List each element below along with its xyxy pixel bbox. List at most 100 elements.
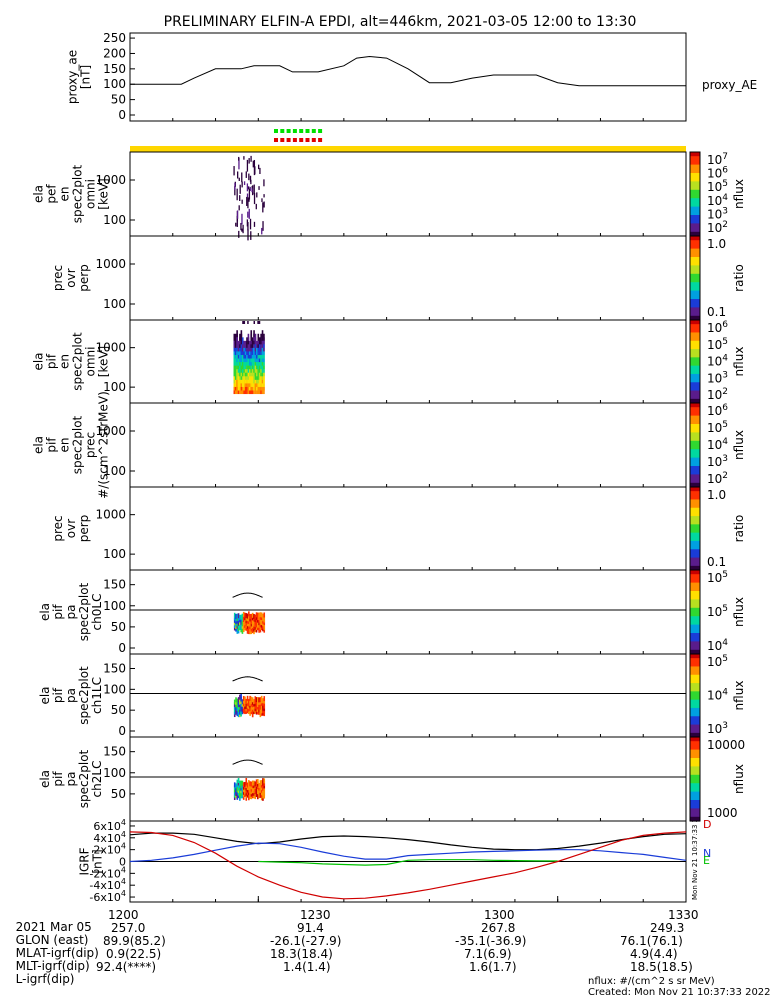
spec-pixel	[247, 344, 250, 352]
colorbar-cell	[690, 578, 700, 582]
igrf-ytick-label: 2x104	[93, 842, 126, 857]
spec-pixel	[250, 333, 253, 341]
colorbar-cell	[690, 707, 700, 711]
footer-glon-label: GLON (east)	[15, 933, 89, 947]
spec-pixel	[239, 337, 241, 345]
footer-mlat-v2: -35.1(-36.9)	[455, 934, 527, 948]
colorbar-title-text: ratio	[732, 264, 746, 292]
pa-pixel	[242, 696, 245, 702]
colorbar-cell	[690, 561, 700, 565]
colorbar-cell	[690, 526, 700, 530]
colorbar-cell	[690, 633, 700, 636]
spec-pixel	[250, 179, 252, 185]
colorbar-title: nflux	[732, 597, 746, 627]
colorbar-cell	[690, 344, 700, 348]
colorbar-cell	[690, 666, 700, 670]
colorbar-tick-label: 1.0	[707, 237, 726, 251]
pa-pixel	[240, 614, 242, 620]
spec-pixel	[235, 222, 237, 227]
footer-row-mlt: MLT-igrf(dip)	[8, 948, 90, 972]
footer-mlat-label: MLAT-igrf(dip)	[15, 946, 99, 960]
footer-lshell-label: L-igrf(dip)	[15, 972, 75, 986]
pa-pixel	[260, 620, 263, 626]
spec-pixel	[249, 369, 251, 377]
colorbar-cell	[690, 718, 700, 721]
pa-pixel	[248, 618, 250, 624]
colorbar-cell	[690, 398, 700, 402]
footer-mlat-v3: 76.1(76.1)	[620, 934, 683, 948]
colorbar-cell	[690, 800, 700, 803]
spec-ylabel-1-line: omni	[84, 179, 98, 209]
pa-pixel	[244, 784, 246, 790]
footer-date-v0: 1200	[108, 908, 139, 922]
spec-pixel	[243, 355, 245, 363]
spec-pixel	[246, 193, 249, 198]
pa-pixel	[240, 624, 242, 630]
spec-pixel	[253, 159, 256, 168]
pa-pixel	[235, 616, 237, 622]
spec-pixel	[249, 351, 251, 359]
colorbar-cell	[690, 242, 700, 245]
colorbar-cell	[690, 674, 700, 678]
spec-pixel	[253, 221, 256, 227]
spec-pixel	[247, 197, 249, 209]
pa-pixel	[236, 613, 239, 619]
colorbar-cell	[690, 553, 700, 557]
spec-pixel	[236, 379, 238, 387]
pa-pixel	[250, 613, 253, 619]
pa-pixel	[237, 618, 240, 624]
colorbar-cell	[690, 497, 700, 501]
spec-pixel	[250, 344, 253, 352]
spec-pixel	[243, 387, 245, 395]
spec-pixel	[246, 340, 248, 348]
colorbar-cell	[690, 758, 700, 761]
pa-pixel	[258, 615, 260, 621]
pa-pixel	[245, 778, 248, 784]
colorbar-cell	[690, 609, 700, 613]
spec-pixel	[233, 347, 236, 355]
spec-pixel	[249, 387, 251, 395]
colorbar-cell	[690, 254, 700, 258]
pa-ytick-label: 100	[103, 682, 126, 696]
spec-pixel	[239, 347, 241, 355]
spec-pixel	[243, 181, 246, 186]
colorbar-cell	[690, 747, 700, 751]
colorbar-cell	[690, 540, 700, 544]
pa-pixel	[257, 625, 259, 631]
colorbar-cell	[690, 753, 700, 757]
colorbar-cell	[690, 810, 700, 814]
status-green-mark	[274, 129, 278, 133]
colorbar-cell	[690, 451, 700, 454]
pa-pixel	[255, 614, 258, 620]
spec-pixel	[237, 379, 240, 387]
spec-pixel	[263, 383, 265, 391]
spec-pixel	[256, 351, 258, 359]
pa-pixel	[263, 783, 266, 789]
colorbar-cell	[690, 317, 700, 321]
spec-pixel	[258, 344, 261, 352]
colorbar-cell	[690, 294, 700, 298]
spec-pixel	[261, 333, 264, 341]
spec-pixel	[253, 333, 255, 341]
spec-pixel	[258, 379, 261, 387]
colorbar-cell	[690, 534, 700, 538]
pa-pixel	[250, 784, 253, 790]
spec-pixel	[241, 340, 244, 348]
colorbar-cell	[690, 371, 700, 375]
spec-pixel	[258, 369, 261, 377]
spec-ylabel-4-line: en	[58, 438, 72, 453]
pa-pixel	[240, 788, 242, 794]
spec-pixel	[234, 383, 237, 391]
pa-pixel	[242, 782, 245, 788]
spec-pixel	[263, 372, 265, 380]
spec-pixel	[246, 387, 248, 395]
pa-pixel	[254, 794, 257, 800]
spec-pixel	[234, 182, 236, 190]
colorbar-tick-label: 0.1	[707, 305, 726, 319]
spec-pixel	[260, 337, 262, 345]
ae-ytick-label: 0	[118, 108, 126, 122]
pa-ylabel-7-line: spec2plot	[77, 666, 91, 725]
spec-pixel	[241, 355, 244, 363]
spec-pixel	[246, 159, 249, 172]
